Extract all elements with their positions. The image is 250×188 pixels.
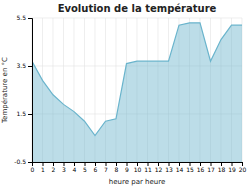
tick-label: 11: [144, 166, 152, 173]
tick: 5.5: [16, 14, 32, 21]
tick-label: 14: [176, 166, 184, 173]
tick: 8: [115, 162, 119, 173]
x-axis: 01234567891011121314151617181920: [31, 162, 247, 173]
tick: 13: [165, 162, 173, 173]
tick-label: 1.5: [16, 110, 26, 117]
tick: 17: [207, 162, 215, 173]
grid: [32, 18, 242, 162]
chart: 01234567891011121314151617181920-0.51.53…: [0, 0, 250, 188]
tick-label: 1: [41, 166, 45, 173]
tick: 14: [176, 162, 184, 173]
tick-label: 2: [52, 166, 56, 173]
tick-label: 9: [125, 166, 129, 173]
title: Evolution de la température: [58, 3, 217, 14]
tick-mark: [28, 114, 32, 115]
tick: 7: [104, 162, 108, 173]
tick-label: 4: [73, 166, 77, 173]
tick: 18: [218, 162, 226, 173]
tick-mark: [28, 162, 32, 163]
tick-label: -0.5: [14, 158, 26, 165]
tick-label: 20: [239, 166, 247, 173]
tick-label: 8: [115, 166, 119, 173]
tick-label: 10: [134, 166, 142, 173]
tick-label: 3.5: [16, 62, 26, 69]
tick: 16: [197, 162, 205, 173]
area: [32, 23, 242, 162]
tick-label: 16: [197, 166, 205, 173]
tick: 15: [186, 162, 194, 173]
tick: 0: [31, 162, 35, 173]
tick-label: 19: [228, 166, 236, 173]
tick: 9: [125, 162, 129, 173]
tick-label: 13: [165, 166, 173, 173]
tick-label: 17: [207, 166, 215, 173]
x-label: heure par heure: [109, 178, 165, 186]
tick-label: 12: [155, 166, 163, 173]
tick-label: 15: [186, 166, 194, 173]
y-axis: -0.5 1.5 3.5 5.5: [14, 14, 32, 165]
tick-label: 0: [31, 166, 35, 173]
tick: 11: [144, 162, 152, 173]
axis-line: [28, 19, 33, 163]
y-label: Température en °C: [1, 57, 9, 124]
tick: 19: [228, 162, 236, 173]
tick: 5: [83, 162, 87, 173]
tick-label: 18: [218, 166, 226, 173]
marks: [32, 23, 242, 162]
plot: 01234567891011121314151617181920-0.51.53…: [14, 14, 246, 173]
tick-mark: [28, 66, 32, 67]
tick: 4: [73, 162, 77, 173]
tick: 2: [52, 162, 56, 173]
tick: 1: [41, 162, 45, 173]
line: [32, 23, 242, 136]
tick: 10: [134, 162, 142, 173]
tick: 12: [155, 162, 163, 173]
tick: 3.5: [16, 62, 32, 69]
tick-label: 3: [62, 166, 66, 173]
tick: 1.5: [16, 110, 32, 117]
tick-label: 6: [94, 166, 98, 173]
tick-label: 7: [104, 166, 108, 173]
tick-mark: [28, 18, 32, 19]
tick: 20: [239, 162, 247, 173]
tick-label: 5: [83, 166, 87, 173]
tick-label: 5.5: [16, 14, 26, 21]
tick: 3: [62, 162, 66, 173]
tick: -0.5: [14, 158, 32, 165]
tick: 6: [94, 162, 98, 173]
